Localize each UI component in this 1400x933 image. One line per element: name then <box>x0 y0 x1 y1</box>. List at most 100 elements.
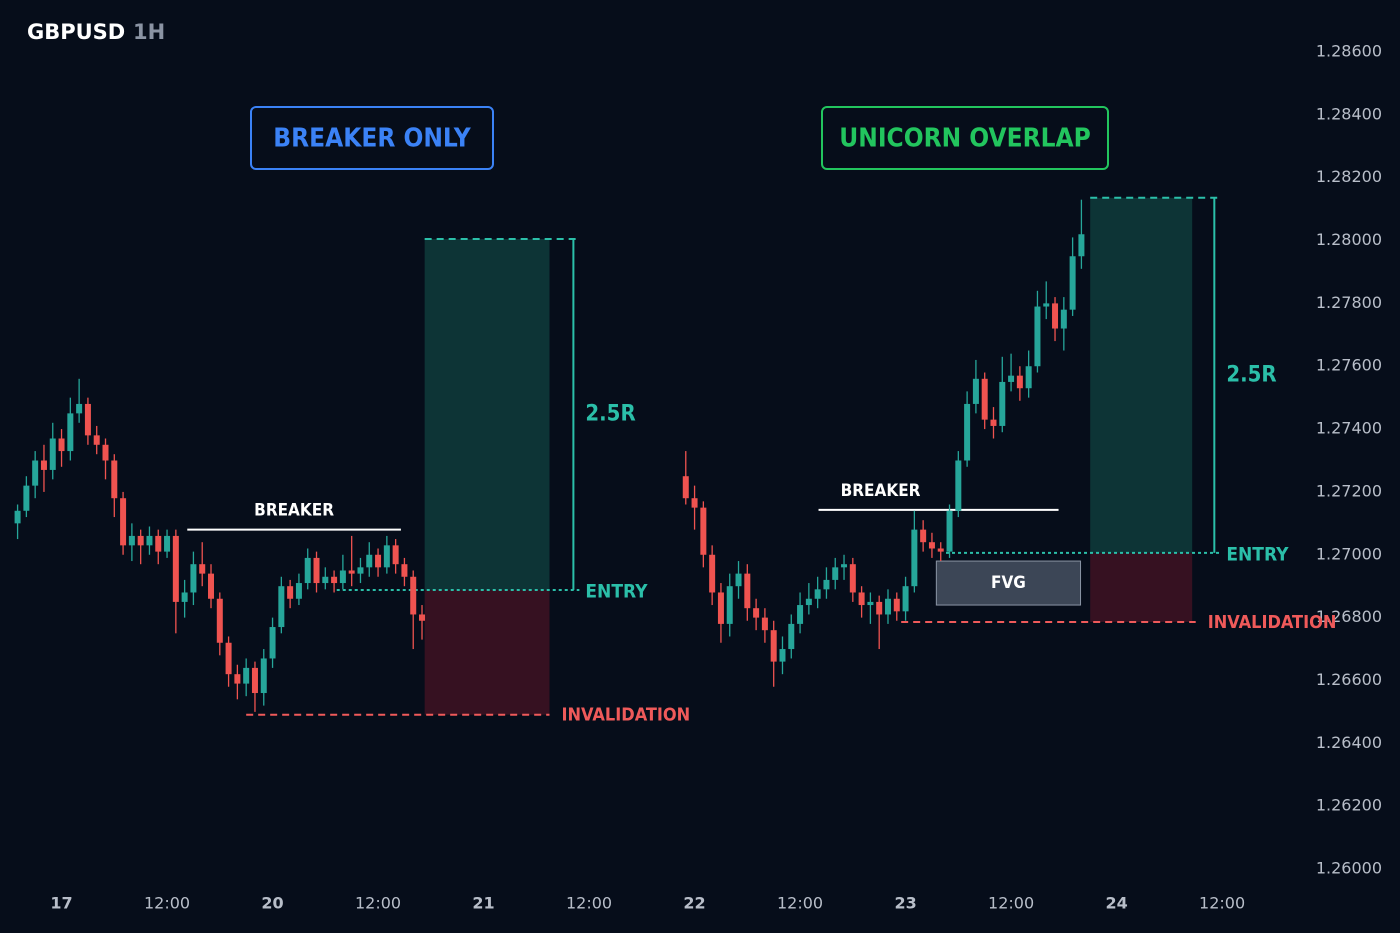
candle-body <box>331 576 338 584</box>
candle-body <box>164 535 171 552</box>
y-tick-label: 1.26600 <box>1316 670 1382 689</box>
x-tick-label: 17 <box>50 894 72 913</box>
candle-body <box>1052 303 1059 329</box>
candle-body <box>419 614 426 621</box>
risk-zone <box>1090 552 1193 623</box>
x-tick-label: 12:00 <box>566 894 612 913</box>
fvg-zone <box>935 560 1082 606</box>
candle-body <box>216 598 223 643</box>
candle-body <box>172 535 179 602</box>
candle-body <box>770 630 777 662</box>
x-tick-label: 20 <box>261 894 283 913</box>
candle-body <box>401 564 408 577</box>
candle-body <box>199 564 206 574</box>
candle-body <box>1025 366 1032 389</box>
y-tick-label: 1.27600 <box>1316 356 1382 375</box>
r-label: 2.5R <box>1226 362 1276 387</box>
setup-badge <box>250 106 494 170</box>
candle-body <box>682 476 689 499</box>
candle-body <box>937 548 944 552</box>
candle-body <box>1069 256 1076 310</box>
y-tick-label: 1.28600 <box>1316 42 1382 61</box>
y-tick-label: 1.26200 <box>1316 796 1382 815</box>
candle-body <box>366 554 373 568</box>
candle-body <box>744 573 751 609</box>
risk-zone <box>424 589 550 715</box>
candle-body <box>128 535 135 546</box>
candle-body <box>981 378 988 420</box>
candle-body <box>884 598 891 615</box>
chart-title: GBPUSD <box>27 20 125 44</box>
y-tick-label: 1.27800 <box>1316 293 1382 312</box>
candle-body <box>1060 309 1067 329</box>
y-tick-label: 1.28400 <box>1316 104 1382 123</box>
candle-body <box>313 557 320 584</box>
candle-body <box>946 510 953 552</box>
y-tick-label: 1.26800 <box>1316 607 1382 626</box>
candle-body <box>700 507 707 555</box>
breaker-label: BREAKER <box>254 501 334 521</box>
x-tick-label: 23 <box>894 894 916 913</box>
candle-body <box>383 545 390 568</box>
setup-title: BREAKER ONLY <box>273 124 472 154</box>
y-tick-label: 1.28000 <box>1316 230 1382 249</box>
candle-body <box>876 601 883 615</box>
candle-body <box>1034 306 1041 367</box>
entry-label: ENTRY <box>585 580 648 602</box>
target-zone <box>1090 197 1193 553</box>
candle-body <box>902 586 909 612</box>
candle-body <box>761 617 768 631</box>
breaker-label: BREAKER <box>841 481 921 501</box>
candle-body <box>357 567 364 574</box>
candle-body <box>49 438 56 470</box>
candle-body <box>269 627 276 659</box>
candle-body <box>67 413 74 452</box>
candle-body <box>797 605 804 624</box>
candle-body <box>392 545 399 565</box>
candle-body <box>287 586 294 599</box>
x-tick-label: 22 <box>683 894 705 913</box>
candle-body <box>295 583 302 599</box>
invalidation-label: INVALIDATION <box>561 705 690 726</box>
candle-body <box>735 573 742 587</box>
candle-body <box>955 460 962 511</box>
candle-body <box>972 378 979 404</box>
candle-body <box>251 667 258 694</box>
candle-body <box>832 567 839 580</box>
setup-badge <box>821 106 1109 170</box>
candle-body <box>867 601 874 606</box>
candle-body <box>726 586 733 624</box>
candle-body <box>1016 375 1023 389</box>
candle-body <box>234 674 241 684</box>
candle-body <box>1008 375 1015 382</box>
x-tick-label: 21 <box>472 894 494 913</box>
candle-body <box>999 381 1006 426</box>
candle-body <box>928 542 935 549</box>
candle-body <box>1078 234 1085 257</box>
candle-body <box>93 435 100 445</box>
y-tick-label: 1.27000 <box>1316 544 1382 563</box>
candle-body <box>155 535 162 552</box>
candle-body <box>375 554 382 568</box>
candle-body <box>920 529 927 543</box>
candle-body <box>753 608 760 618</box>
candle-body <box>120 498 127 546</box>
candle-body <box>208 573 215 599</box>
x-tick-label: 12:00 <box>1199 894 1245 913</box>
candle-body <box>691 498 698 508</box>
candle-body <box>84 403 91 436</box>
candle-body <box>102 444 109 461</box>
candle-body <box>14 510 21 524</box>
x-tick-label: 12:00 <box>355 894 401 913</box>
candle-body <box>181 592 188 602</box>
candle-body <box>58 438 65 452</box>
candle-body <box>964 403 971 461</box>
x-tick-label: 12:00 <box>144 894 190 913</box>
candle-body <box>805 598 812 606</box>
r-label: 2.5R <box>585 401 635 426</box>
candle-body <box>137 535 144 546</box>
candle-body <box>410 576 417 615</box>
candle-body <box>788 623 795 650</box>
y-tick-label: 1.26400 <box>1316 733 1382 752</box>
